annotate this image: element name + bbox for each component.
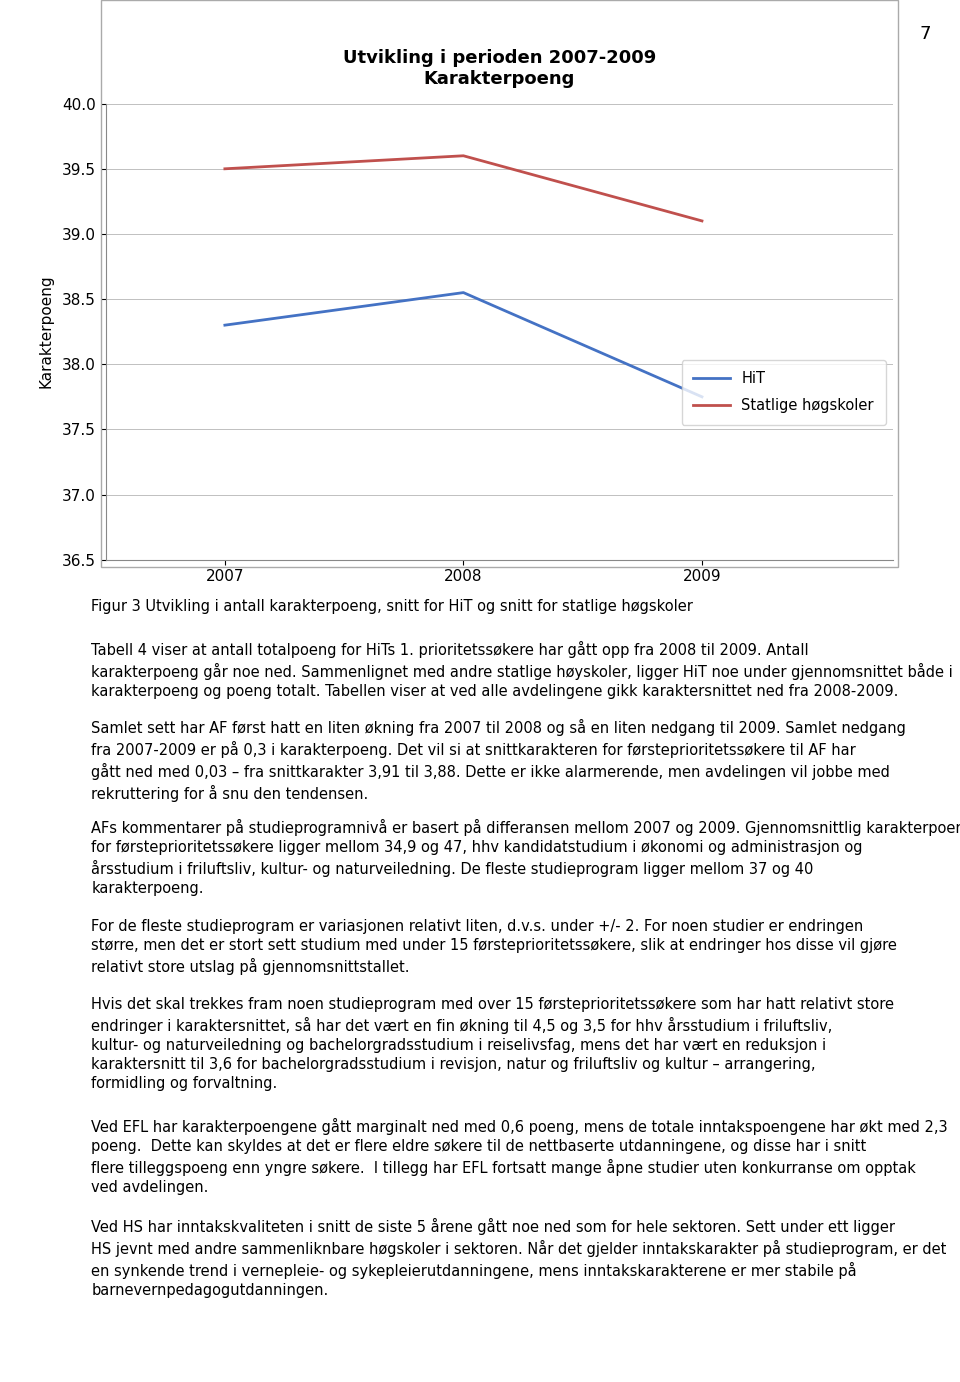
Text: For de fleste studieprogram er variasjonen relativt liten, d.v.s. under +/- 2. F: For de fleste studieprogram er variasjon… xyxy=(91,919,897,974)
Text: 7: 7 xyxy=(920,25,931,43)
Legend: HiT, Statlige høgskoler: HiT, Statlige høgskoler xyxy=(682,359,885,424)
Text: Ved HS har inntakskvaliteten i snitt de siste 5 årene gått noe ned som for hele : Ved HS har inntakskvaliteten i snitt de … xyxy=(91,1218,947,1298)
Text: Ved EFL har karakterpoengene gått marginalt ned med 0,6 poeng, mens de totale in: Ved EFL har karakterpoengene gått margin… xyxy=(91,1118,948,1195)
Text: Figur 3 Utvikling i antall karakterpoeng, snitt for HiT og snitt for statlige hø: Figur 3 Utvikling i antall karakterpoeng… xyxy=(91,598,693,614)
Text: AFs kommentarer på studieprogramnivå er basert på differansen mellom 2007 og 200: AFs kommentarer på studieprogramnivå er … xyxy=(91,820,960,897)
Text: Samlet sett har AF først hatt en liten økning fra 2007 til 2008 og så en liten n: Samlet sett har AF først hatt en liten ø… xyxy=(91,719,906,802)
Text: Tabell 4 viser at antall totalpoeng for HiTs 1. prioritetssøkere har gått opp fr: Tabell 4 viser at antall totalpoeng for … xyxy=(91,641,953,699)
Y-axis label: Karakterpoeng: Karakterpoeng xyxy=(38,275,54,388)
Text: Hvis det skal trekkes fram noen studieprogram med over 15 førsteprioritetssøkere: Hvis det skal trekkes fram noen studiepr… xyxy=(91,996,894,1092)
Title: Utvikling i perioden 2007-2009
Karakterpoeng: Utvikling i perioden 2007-2009 Karakterp… xyxy=(343,50,656,88)
